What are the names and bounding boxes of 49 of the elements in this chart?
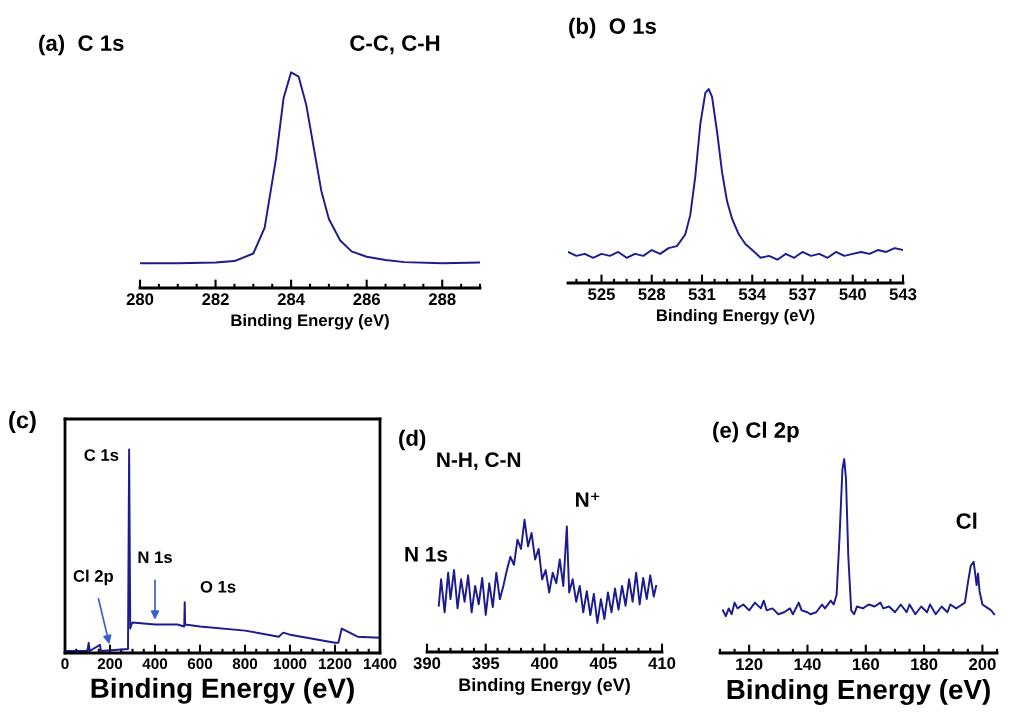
annotation: Cl [956, 512, 977, 529]
x-tick-label: 200 [969, 658, 996, 671]
text: C-C, C-H [350, 35, 440, 55]
x-tick-label: 800 [232, 658, 258, 670]
x-tick-label: 280 [126, 293, 154, 306]
chart-title: (b) O 1s [569, 17, 656, 39]
annotation: N 1s [138, 551, 172, 564]
chart-title: (c) [9, 410, 36, 433]
annotation: C 1s [84, 449, 119, 461]
x-tick-label: 288 [428, 293, 456, 306]
x-axis-title: Binding Energy (eV) [656, 308, 815, 325]
x-tick-label: 543 [889, 288, 917, 301]
annotation: N⁺ [576, 492, 600, 507]
x-tick-label: 525 [588, 288, 615, 301]
x-axis-title: Binding Energy (eV) [459, 677, 630, 695]
x-tick-label: 200 [97, 658, 123, 670]
x-tick-label: 0 [61, 658, 69, 670]
x-tick-label: 1200 [318, 658, 352, 670]
chart-title: (e) Cl 2p [713, 421, 799, 443]
x-axis-title: Binding Energy (eV) [727, 678, 990, 705]
x-tick-label: 534 [738, 288, 767, 301]
x-axis-title: Binding Energy (eV) [91, 677, 354, 704]
x-tick-label: 160 [852, 658, 880, 671]
x-tick-label: 284 [277, 293, 305, 306]
annotation: N-H, C-N [437, 452, 521, 471]
x-tick-label: 531 [688, 288, 716, 301]
x-tick-label: 395 [472, 657, 500, 670]
x-tick-label: 410 [648, 657, 676, 670]
annotation: Cl 2p [73, 569, 114, 586]
chart-title: (a) C 1s [39, 34, 124, 56]
x-tick-label: 528 [638, 288, 666, 301]
x-tick-label: 390 [413, 657, 441, 670]
x-tick-label: 1400 [363, 658, 397, 670]
chart-title: (d) [399, 429, 426, 451]
x-tick-label: 286 [353, 293, 380, 306]
x-tick-label: 180 [911, 658, 938, 671]
x-tick-label: 120 [736, 658, 763, 671]
x-tick-label: 405 [589, 657, 617, 670]
x-tick-label: 537 [789, 288, 816, 301]
x-tick-label: 282 [202, 293, 229, 306]
x-tick-label: 400 [142, 658, 168, 670]
x-axis-title: Binding Energy (eV) [231, 313, 389, 330]
x-tick-label: 540 [839, 288, 866, 301]
x-tick-label: 400 [530, 657, 558, 670]
text: N 1s [405, 547, 448, 562]
annotation: O 1s [200, 580, 236, 593]
x-tick-label: 140 [794, 658, 821, 671]
x-tick-label: 1000 [273, 658, 307, 670]
x-tick-label: 600 [187, 658, 213, 670]
